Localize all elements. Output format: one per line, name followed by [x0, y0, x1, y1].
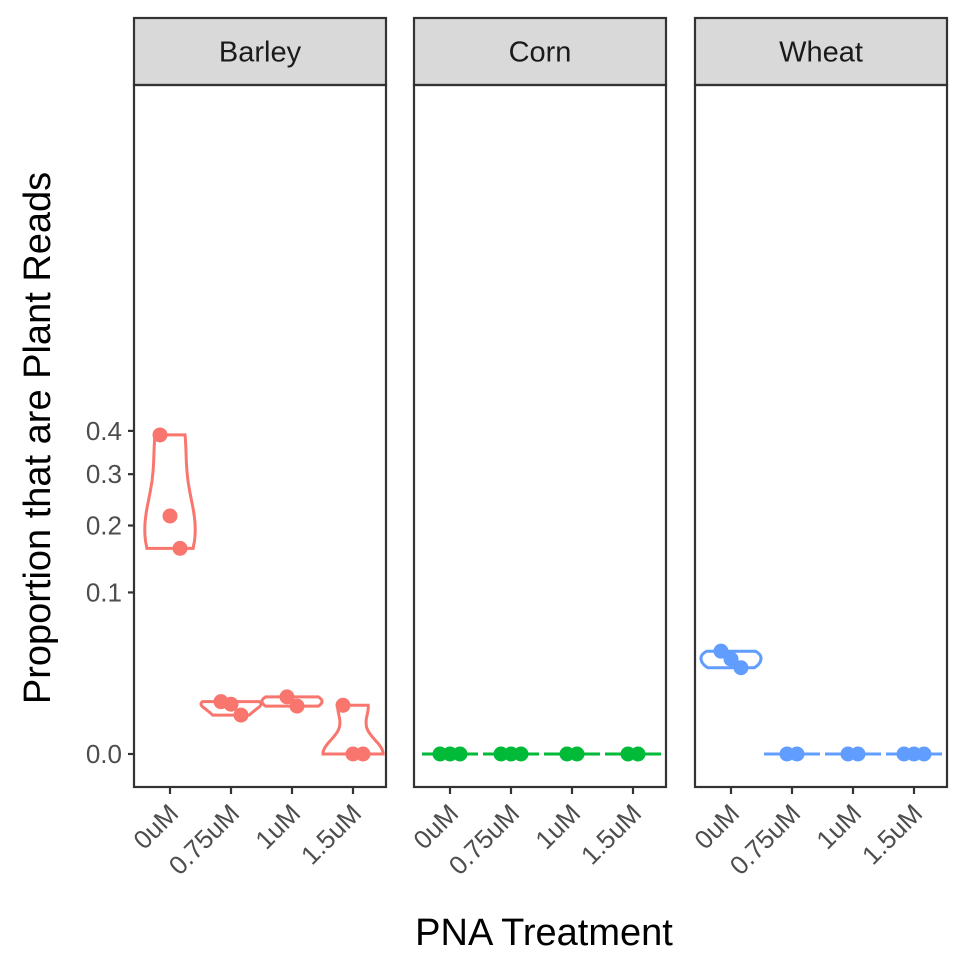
data-point	[233, 707, 249, 723]
data-point	[916, 746, 932, 762]
data-point	[723, 651, 739, 667]
data-point	[279, 689, 295, 705]
data-point	[733, 660, 749, 676]
y-tick-label: 0.1	[86, 577, 122, 607]
data-point	[850, 746, 866, 762]
y-tick-label: 0.2	[86, 511, 122, 541]
data-point	[223, 696, 239, 712]
violin-outline	[143, 433, 197, 550]
panel-border	[693, 83, 949, 789]
data-point	[630, 746, 646, 762]
facet-strip	[693, 16, 949, 87]
data-point	[335, 697, 351, 713]
facet-strip-label: Barley	[219, 37, 302, 69]
data-point	[152, 427, 168, 443]
y-tick-label: 0.0	[86, 739, 122, 769]
x-tick-label: 1.5uM	[856, 798, 928, 870]
panel-border	[412, 83, 668, 789]
x-tick-label: 1.5uM	[575, 798, 647, 870]
facet-strip	[132, 16, 388, 87]
x-axis-title: PNA Treatment	[415, 912, 673, 954]
data-point	[789, 746, 805, 762]
data-point	[162, 508, 178, 524]
facet-strip	[412, 16, 668, 87]
data-point	[355, 746, 371, 762]
x-tick-label: 1.5uM	[295, 798, 367, 870]
data-point	[569, 746, 585, 762]
violin-outline	[321, 703, 385, 756]
facet-strip-label: Wheat	[779, 37, 863, 69]
violin-outline	[699, 649, 763, 670]
panel-border	[132, 83, 388, 789]
data-point	[513, 746, 529, 762]
facet-strip-label: Corn	[509, 37, 572, 69]
y-axis-title: Proportion that are Plant Reads	[17, 172, 59, 704]
violin-outline	[260, 695, 324, 708]
data-point	[713, 643, 729, 659]
violin-outline	[199, 700, 263, 717]
y-axis: 0.0 0.1 0.2 0.3 0.4	[86, 416, 134, 769]
y-tick-label: 0.3	[86, 459, 122, 489]
data-point	[452, 746, 468, 762]
data-point	[172, 540, 188, 556]
data-point	[289, 698, 305, 714]
y-tick-label: 0.4	[86, 416, 122, 446]
